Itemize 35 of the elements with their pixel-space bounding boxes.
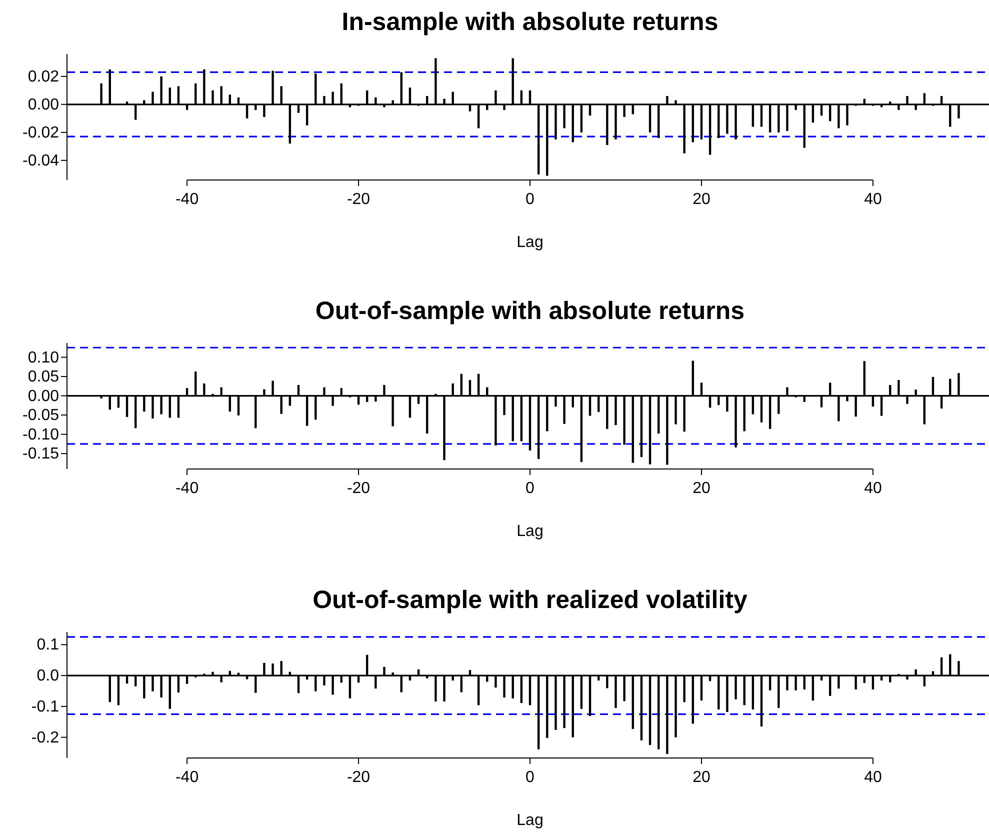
chart-title: Out-of-sample with absolute returns (315, 297, 745, 325)
y-tick-label: -0.10 (22, 426, 60, 444)
x-tick-label: 20 (692, 769, 710, 786)
y-tick-label: -0.04 (22, 152, 60, 170)
x-tick-label: 20 (692, 191, 710, 208)
chart-title: Out-of-sample with realized volatility (312, 586, 748, 614)
x-tick-label: -40 (175, 480, 199, 497)
x-tick-label: -20 (346, 191, 370, 208)
y-tick-label: -0.2 (31, 729, 60, 746)
x-tick-label: 0 (526, 769, 535, 786)
x-tick-label: -40 (175, 769, 199, 786)
y-tick-label: 0.05 (28, 368, 60, 386)
x-tick-label: -40 (175, 191, 199, 208)
chart-title: In-sample with absolute returns (342, 8, 718, 36)
x-tick-label: 40 (864, 191, 882, 208)
x-tick-label: 40 (864, 480, 882, 497)
y-tick-label: -0.1 (31, 698, 60, 716)
y-tick-label: 0.02 (28, 68, 60, 86)
y-tick-label: 0.0 (36, 668, 60, 685)
y-tick-label: 0.00 (28, 96, 60, 114)
y-tick-label: 0.10 (28, 349, 60, 366)
x-axis-title: Lag (516, 812, 544, 829)
x-axis-title: Lag (516, 234, 544, 251)
y-tick-label: -0.15 (22, 446, 60, 463)
x-tick-label: 0 (526, 480, 535, 497)
y-tick-label: 0.1 (36, 636, 60, 654)
x-tick-label: 20 (692, 480, 710, 497)
x-tick-label: -20 (346, 769, 370, 786)
x-tick-label: 0 (526, 191, 535, 208)
y-tick-label: -0.02 (22, 124, 60, 142)
x-tick-label: 40 (864, 769, 882, 786)
y-tick-label: 0.00 (28, 388, 60, 405)
y-tick-label: -0.05 (22, 407, 60, 424)
x-tick-label: -20 (346, 480, 370, 497)
x-axis-title: Lag (516, 523, 544, 540)
